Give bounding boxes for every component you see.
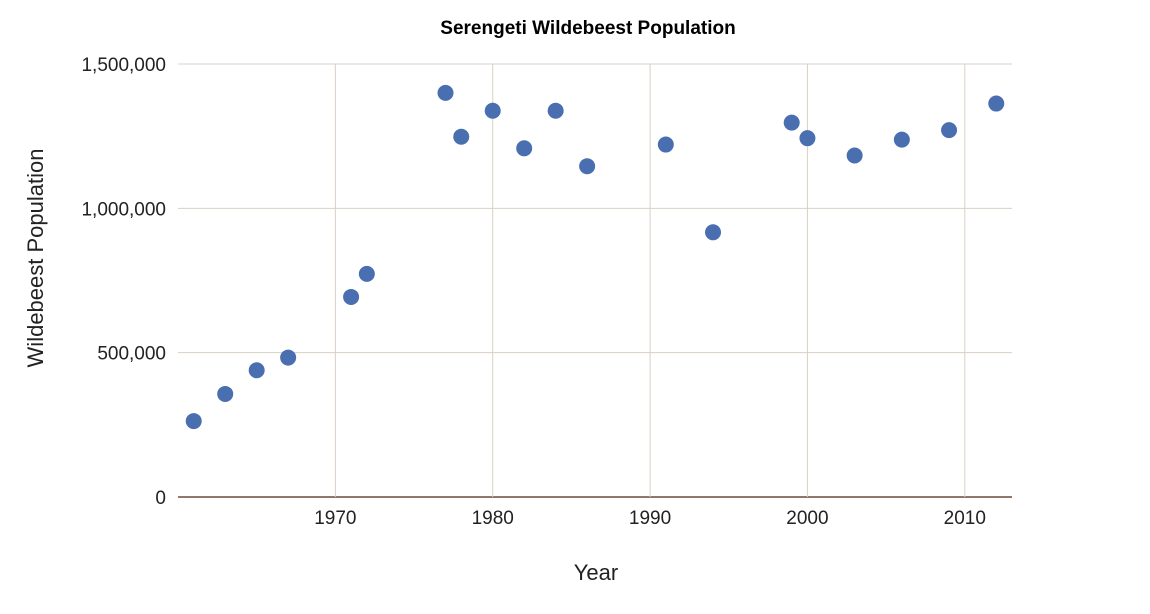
data-point <box>988 95 1005 112</box>
y-axis-label: Wildebeest Population <box>23 149 48 368</box>
y-tick-label: 1,500,000 <box>81 55 166 76</box>
data-point <box>799 130 816 147</box>
data-point <box>783 114 800 131</box>
data-point <box>437 84 454 101</box>
data-point <box>217 385 234 402</box>
chart-title: Serengeti Wildebeest Population <box>440 18 735 39</box>
x-tick-label: 2000 <box>786 508 828 529</box>
data-point <box>343 288 360 305</box>
x-tick-label: 1980 <box>472 508 514 529</box>
x-tick-label: 1970 <box>314 508 356 529</box>
data-point <box>248 362 265 379</box>
data-point <box>516 140 533 157</box>
data-point <box>579 158 596 175</box>
y-tick-labels: 0 500,000 1,000,000 1,500,000 <box>81 55 166 509</box>
x-gridlines <box>334 64 966 497</box>
data-point <box>453 128 470 145</box>
data-point <box>846 147 863 164</box>
y-tick-label: 500,000 <box>97 344 166 365</box>
data-point <box>705 224 722 241</box>
y-tick-label: 0 <box>155 488 166 509</box>
data-point <box>484 102 501 119</box>
data-point <box>547 102 564 119</box>
data-point <box>185 413 202 430</box>
x-tick-label: 1990 <box>629 508 671 529</box>
data-points <box>185 84 1005 430</box>
x-tick-labels: 1970 1980 1990 2000 2010 <box>314 508 986 529</box>
data-point <box>280 349 297 366</box>
x-axis-label: Year <box>574 560 618 585</box>
data-point <box>657 136 674 153</box>
data-point <box>358 265 375 282</box>
y-tick-label: 1,000,000 <box>81 199 166 220</box>
data-point <box>941 122 958 139</box>
x-tick-label: 2010 <box>944 508 986 529</box>
data-point <box>893 131 910 148</box>
y-gridlines <box>178 63 1012 498</box>
